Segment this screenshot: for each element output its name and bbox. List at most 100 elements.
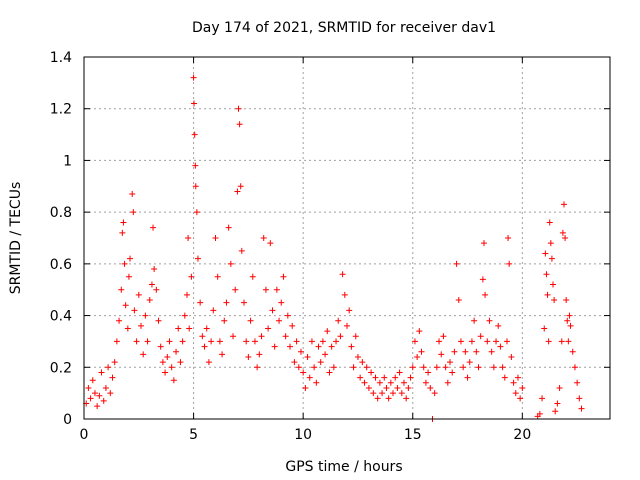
- data-point: [113, 338, 120, 345]
- data-point: [431, 390, 438, 397]
- data-point: [175, 325, 182, 332]
- data-point: [150, 224, 157, 231]
- y-tick-label: 1: [63, 153, 72, 169]
- data-point: [192, 162, 199, 169]
- data-point: [249, 273, 256, 280]
- data-point: [130, 209, 137, 216]
- data-point: [372, 374, 379, 381]
- data-point: [162, 369, 169, 376]
- data-point: [164, 353, 171, 360]
- plot-frame: [83, 56, 611, 420]
- data-point: [447, 359, 454, 366]
- data-point: [497, 343, 504, 350]
- data-point: [576, 395, 583, 402]
- data-point: [308, 338, 315, 345]
- data-point: [565, 338, 572, 345]
- data-point: [317, 359, 324, 366]
- data-point: [480, 240, 487, 247]
- data-point: [100, 397, 107, 404]
- data-point: [560, 201, 567, 208]
- data-point: [280, 273, 287, 280]
- data-point: [153, 286, 160, 293]
- y-tick-label: 0.8: [50, 205, 72, 221]
- data-point: [403, 395, 410, 402]
- data-point: [541, 325, 548, 332]
- data-point: [105, 364, 112, 371]
- data-point: [357, 374, 364, 381]
- data-point: [120, 219, 127, 226]
- data-point: [558, 338, 565, 345]
- data-point: [203, 325, 210, 332]
- data-point: [543, 271, 550, 278]
- data-point: [341, 291, 348, 298]
- data-point: [346, 307, 353, 314]
- data-point: [442, 364, 449, 371]
- data-point: [311, 364, 318, 371]
- data-point: [85, 384, 92, 391]
- data-point: [544, 291, 551, 298]
- y-tick-label: 1.2: [50, 102, 72, 118]
- data-point: [177, 359, 184, 366]
- data-point: [462, 348, 469, 355]
- data-point: [135, 291, 142, 298]
- data-point: [354, 353, 361, 360]
- data-point: [488, 348, 495, 355]
- data-point: [265, 325, 272, 332]
- data-point: [122, 302, 129, 309]
- data-point: [449, 369, 456, 376]
- data-point: [278, 299, 285, 306]
- data-point: [210, 307, 217, 314]
- data-point: [578, 405, 585, 412]
- data-point: [411, 338, 418, 345]
- data-point: [348, 343, 355, 350]
- data-point: [185, 235, 192, 241]
- data-point: [350, 364, 357, 371]
- data-point: [109, 374, 116, 381]
- data-point: [482, 291, 489, 298]
- data-point: [186, 325, 193, 332]
- data-point: [324, 328, 331, 335]
- data-point: [273, 286, 280, 293]
- y-tick-label: 1.4: [50, 50, 72, 66]
- data-point: [562, 235, 569, 241]
- data-point: [205, 359, 212, 366]
- data-point: [232, 286, 239, 293]
- data-point: [416, 328, 423, 335]
- data-point: [188, 273, 195, 280]
- data-point: [168, 364, 175, 371]
- data-point: [322, 351, 329, 358]
- data-point: [121, 260, 128, 267]
- x-tick-label: 0: [80, 427, 89, 443]
- data-point: [94, 403, 101, 410]
- data-point: [89, 377, 96, 384]
- data-point: [258, 333, 265, 340]
- data-point: [192, 183, 199, 190]
- data-point: [376, 379, 383, 386]
- data-point: [571, 364, 578, 371]
- data-point: [539, 395, 546, 402]
- data-point: [140, 351, 147, 358]
- data-point: [563, 297, 570, 304]
- data-point: [385, 395, 392, 402]
- data-point: [194, 255, 201, 262]
- data-point: [293, 338, 300, 345]
- data-point: [422, 379, 429, 386]
- data-point: [125, 273, 132, 280]
- data-point: [567, 322, 574, 329]
- data-point: [267, 240, 274, 247]
- grid-lines: [84, 57, 610, 419]
- data-point: [536, 410, 543, 417]
- data-point: [243, 338, 250, 345]
- data-point: [505, 235, 512, 241]
- data-point: [191, 131, 198, 138]
- data-point: [433, 364, 440, 371]
- data-point: [116, 317, 123, 324]
- data-point: [468, 338, 475, 345]
- data-point: [173, 348, 180, 355]
- data-point: [193, 209, 200, 216]
- axis-ticks: 0 5 10 15 20 0 0.2 0.4 0.6 0.8 1 1.2 1.4: [50, 50, 610, 443]
- data-point: [495, 322, 502, 329]
- data-point: [199, 333, 206, 340]
- data-point: [238, 247, 245, 254]
- data-point: [457, 338, 464, 345]
